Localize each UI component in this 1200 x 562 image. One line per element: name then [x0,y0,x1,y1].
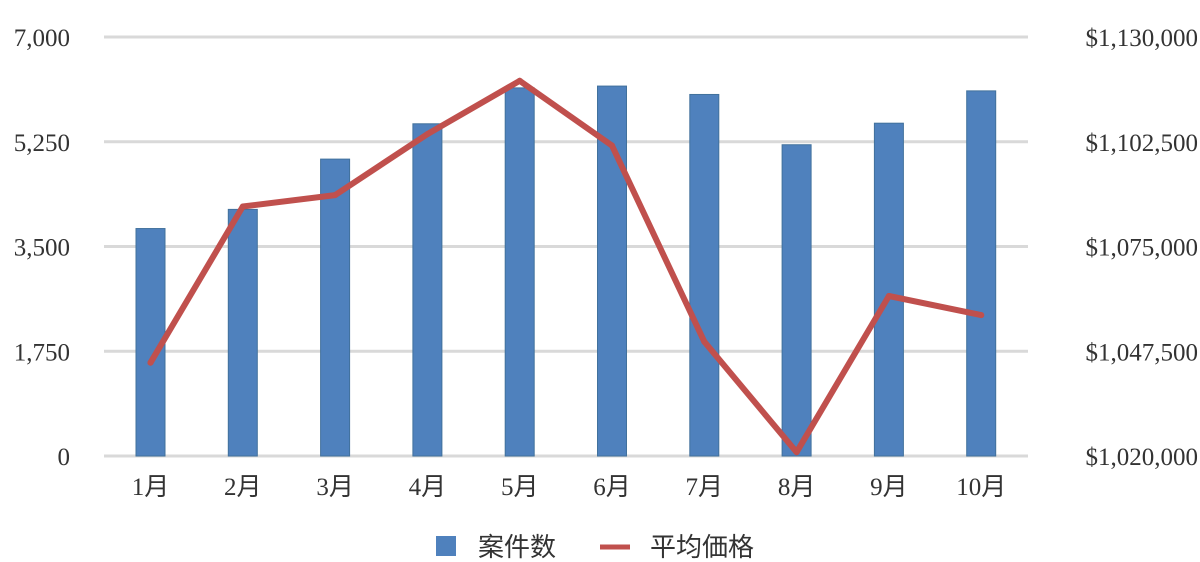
x-tick-label: 5月 [501,474,539,501]
bar [781,144,812,457]
left-tick-label: 1,750 [14,339,70,366]
left-tick-label: 7,000 [14,25,70,52]
line-point [332,192,339,199]
right-axis-ticks: $1,020,000 $1,047,500 $1,075,000 $1,102,500… [1086,25,1199,471]
line-point [793,449,800,456]
line-point [978,312,985,319]
line-point [239,203,246,210]
x-tick-label: 1月 [132,474,170,501]
bar [689,93,720,457]
x-tick-label: 3月 [316,474,354,501]
x-tick-label: 4月 [409,474,447,501]
x-tick-label: 6月 [593,474,631,501]
x-axis-ticks: 1月 2月 3月 4月 5月 6月 7月 8月 9月 10月 [132,474,1006,501]
legend-label-line: 平均価格 [650,533,754,562]
right-tick-label: $1,047,500 [1086,339,1199,366]
series-line [147,77,985,456]
x-tick-label: 10月 [956,474,1006,501]
right-tick-label: $1,075,000 [1086,235,1199,262]
line-point [885,293,892,300]
bar [873,122,904,457]
line-point [701,338,708,345]
bar [504,87,535,457]
line-point [147,359,154,366]
bar [227,208,258,457]
legend: 案件数 平均価格 [436,533,754,562]
right-tick-label: $1,020,000 [1086,444,1199,471]
right-tick-label: $1,102,500 [1086,130,1199,157]
x-tick-label: 9月 [870,474,908,501]
bar-series [135,85,997,457]
x-tick-label: 8月 [778,474,816,501]
line-series [147,77,985,456]
bar [966,90,997,457]
bar [597,85,627,457]
x-tick-label: 2月 [224,474,262,501]
line-point [609,142,615,149]
right-tick-label: $1,130,000 [1086,25,1199,52]
bar [412,123,443,457]
left-tick-label: 3,500 [14,235,70,262]
left-tick-label: 5,250 [14,130,70,157]
left-axis-ticks: 0 1,750 3,500 5,250 7,000 [14,25,70,471]
line-point [424,131,431,138]
bar [320,158,351,457]
x-tick-label: 7月 [686,474,724,501]
left-tick-label: 0 [58,444,71,471]
legend-swatch-bar [436,536,456,556]
legend-label-bar: 案件数 [478,533,556,562]
line-point [516,77,523,84]
